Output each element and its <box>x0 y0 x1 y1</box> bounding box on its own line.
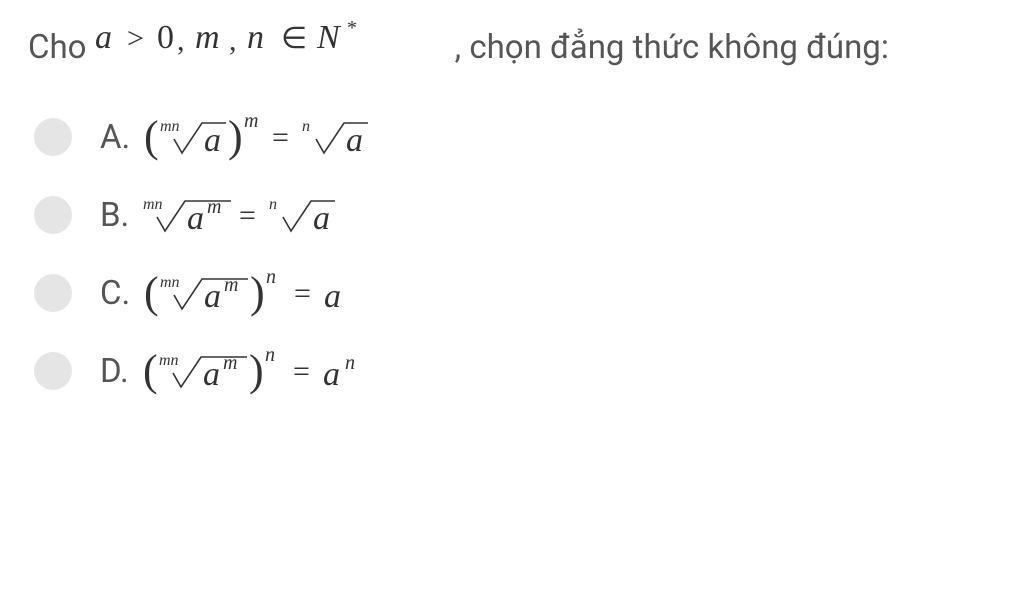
option-row-D: D.(mnam)n=an <box>34 343 983 399</box>
svg-text:>: > <box>127 22 144 55</box>
radio-button[interactable] <box>34 352 72 390</box>
question-suffix: , chọn đẳng thức không đúng: <box>455 28 889 67</box>
question-prefix: Cho <box>28 28 95 67</box>
radio-button[interactable] <box>34 274 72 312</box>
svg-text:a: a <box>324 278 341 315</box>
svg-text:=: = <box>294 277 311 310</box>
question-condition-math: a > 0 , m , n ∈ N * <box>95 28 455 67</box>
svg-text:,: , <box>177 24 185 57</box>
svg-text:*: * <box>347 18 357 39</box>
option-label: D. <box>100 352 129 391</box>
svg-text:=: = <box>293 355 310 388</box>
svg-text:): ) <box>228 112 243 161</box>
svg-text:a: a <box>95 19 112 56</box>
svg-text:,: , <box>229 24 237 57</box>
option-label: A. <box>100 118 130 157</box>
options-list: A.(mna)m=naB.mnam=naC.(mnam)n=aD.(mnam)n… <box>28 109 983 399</box>
svg-text:mn: mn <box>143 196 163 213</box>
svg-text:=: = <box>272 121 289 154</box>
svg-text:(: ( <box>144 268 159 317</box>
option-label: B. <box>100 196 129 235</box>
svg-text:m: m <box>244 110 258 132</box>
svg-text:m: m <box>224 274 238 296</box>
option-label: C. <box>100 274 130 313</box>
svg-text:=: = <box>239 199 256 232</box>
option-row-B: B.mnam=na <box>34 187 983 243</box>
option-row-A: A. (mn a)m = n a <box>34 109 983 165</box>
svg-text:N: N <box>316 19 342 56</box>
svg-text:n: n <box>302 118 310 135</box>
svg-text:a: a <box>203 356 220 393</box>
option-math: mnam=na <box>143 187 337 243</box>
svg-text:a: a <box>346 122 363 159</box>
svg-text:): ) <box>250 268 265 317</box>
svg-text:m: m <box>223 352 237 374</box>
svg-text:n: n <box>269 196 277 213</box>
page-root: Cho a > 0 , m , n ∈ N * , chọn đẳng thức… <box>0 0 1011 399</box>
svg-text:m: m <box>207 196 221 218</box>
svg-text:a: a <box>187 200 204 237</box>
svg-text:(: ( <box>144 112 159 161</box>
svg-text:mn: mn <box>159 352 179 369</box>
svg-text:n: n <box>247 19 264 56</box>
svg-text:mn: mn <box>160 274 180 291</box>
svg-text:n: n <box>265 344 275 366</box>
svg-text:n: n <box>345 352 355 374</box>
question-text: Cho a > 0 , m , n ∈ N * , chọn đẳng thức… <box>28 18 983 73</box>
svg-text:mn: mn <box>160 118 180 135</box>
svg-text:(: ( <box>143 346 158 395</box>
svg-text:a: a <box>323 356 340 393</box>
svg-text:0: 0 <box>157 19 174 56</box>
option-math: (mnam)n=an <box>143 343 363 399</box>
option-math: (mnam)n=a <box>144 265 346 321</box>
option-math: (mn a)m = n a <box>144 109 370 165</box>
svg-text:a: a <box>204 278 221 315</box>
radio-button[interactable] <box>34 118 72 156</box>
svg-text:a: a <box>313 200 330 237</box>
radio-button[interactable] <box>34 196 72 234</box>
svg-text:m: m <box>195 19 220 56</box>
svg-text:a: a <box>204 122 221 159</box>
svg-text:∈: ∈ <box>281 22 307 55</box>
svg-text:): ) <box>249 346 264 395</box>
svg-text:n: n <box>266 266 276 288</box>
option-row-C: C.(mnam)n=a <box>34 265 983 321</box>
